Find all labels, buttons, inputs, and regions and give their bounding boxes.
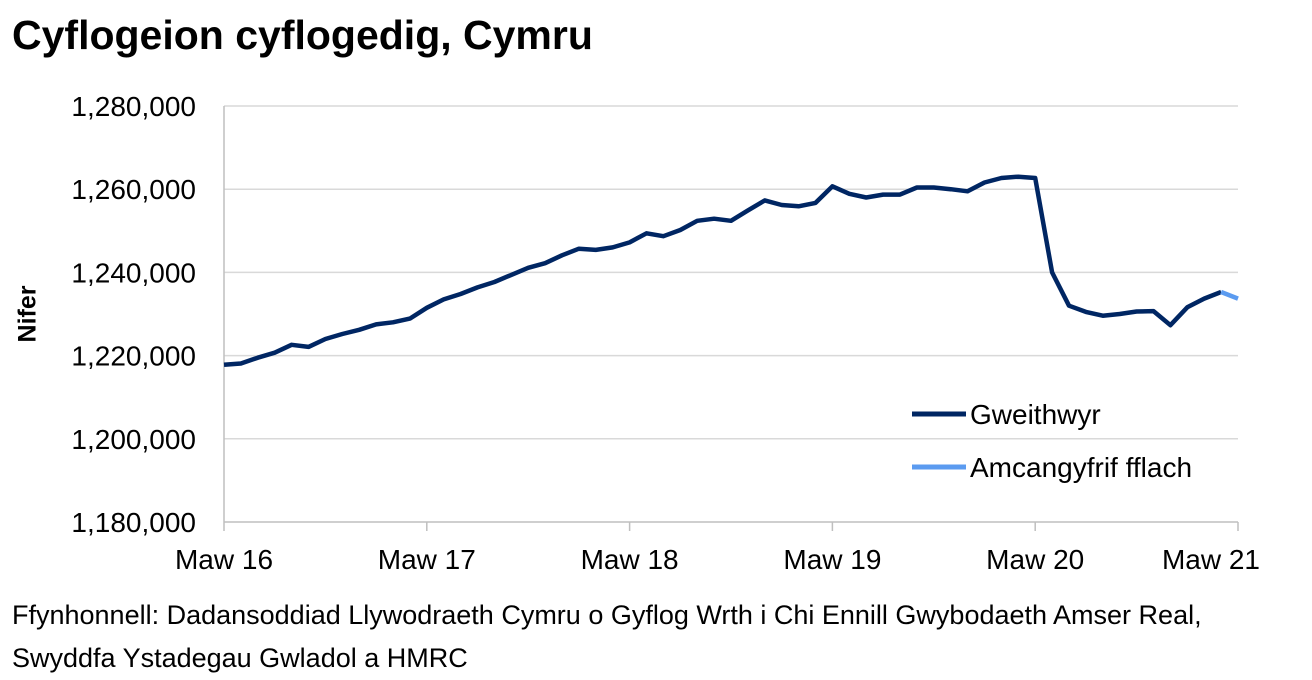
y-tick-label: 1,220,000 — [71, 341, 196, 372]
x-tick-label: Maw 16 — [175, 544, 273, 575]
x-tick-label: Maw 20 — [986, 544, 1084, 575]
x-tick-label: Maw 18 — [581, 544, 679, 575]
legend-label-gweithwyr: Gweithwyr — [970, 399, 1101, 430]
y-tick-label: 1,280,000 — [71, 91, 196, 122]
legend: Gweithwyr Amcangyfrif fflach — [912, 399, 1192, 483]
y-tick-label: 1,180,000 — [71, 507, 196, 538]
y-tick-label: 1,240,000 — [71, 257, 196, 288]
x-tick-label: Maw 21 — [1162, 544, 1260, 575]
source-note: Ffynhonnell: Dadansoddiad Llywodraeth Cy… — [12, 600, 1202, 673]
x-tick-label: Maw 19 — [783, 544, 881, 575]
series-line-gweithwyr — [223, 174, 1222, 368]
legend-label-amcangyfrif-fflach: Amcangyfrif fflach — [970, 452, 1192, 483]
axes — [223, 106, 1239, 531]
x-tick-labels: Maw 16 Maw 17 Maw 18 Maw 19 Maw 20 Maw 21 — [175, 544, 1260, 575]
series-lines — [223, 174, 1239, 368]
gridlines — [224, 105, 1238, 440]
y-tick-label: 1,260,000 — [71, 174, 196, 205]
line-chart: 1,180,000 1,200,000 1,220,000 1,240,000 1,26… — [71, 91, 1260, 575]
x-tick-label: Maw 17 — [378, 544, 476, 575]
chart-title: Cyflogeion cyflogedig, Cymru — [12, 12, 593, 58]
series-line-amcangyfrif-fflach — [1220, 289, 1239, 301]
y-tick-labels: 1,180,000 1,200,000 1,220,000 1,240,000 1,26… — [71, 91, 196, 538]
y-tick-label: 1,200,000 — [71, 424, 196, 455]
